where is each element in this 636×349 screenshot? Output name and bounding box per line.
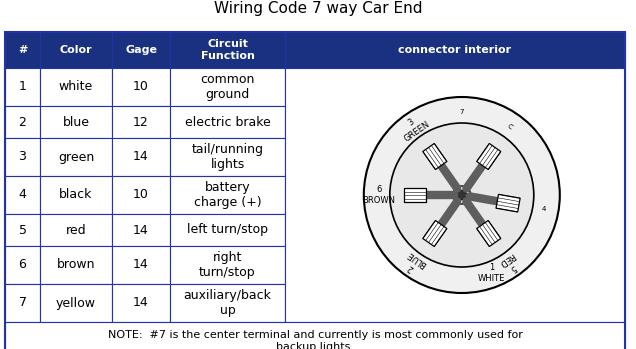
Bar bbox=[112, 176, 170, 214]
Text: 4: 4 bbox=[18, 188, 27, 201]
Bar bbox=[5, 176, 40, 214]
Text: 1: 1 bbox=[18, 81, 27, 94]
Text: 4: 4 bbox=[541, 206, 546, 213]
Bar bbox=[112, 32, 170, 68]
Text: 3
GREEN: 3 GREEN bbox=[397, 111, 432, 143]
Text: 7: 7 bbox=[460, 109, 464, 115]
Bar bbox=[285, 32, 625, 68]
Bar bbox=[5, 106, 40, 138]
Bar bbox=[170, 176, 285, 214]
Text: #: # bbox=[18, 45, 27, 55]
Bar bbox=[5, 214, 40, 246]
Text: 1
WHITE: 1 WHITE bbox=[478, 263, 506, 283]
Text: 14: 14 bbox=[133, 223, 149, 237]
Circle shape bbox=[390, 123, 534, 267]
Bar bbox=[170, 68, 285, 106]
Text: red: red bbox=[66, 223, 86, 237]
Bar bbox=[112, 246, 170, 284]
Bar bbox=[170, 138, 285, 176]
Bar bbox=[5, 138, 40, 176]
Bar bbox=[170, 246, 285, 284]
Bar bbox=[112, 68, 170, 106]
Circle shape bbox=[453, 186, 471, 204]
Text: 14: 14 bbox=[133, 150, 149, 163]
Polygon shape bbox=[477, 221, 501, 246]
Polygon shape bbox=[477, 143, 501, 170]
Text: 3: 3 bbox=[18, 150, 27, 163]
Bar bbox=[40, 68, 112, 106]
Bar bbox=[40, 284, 112, 322]
Circle shape bbox=[457, 190, 467, 200]
Bar bbox=[5, 284, 40, 322]
Text: 7: 7 bbox=[18, 297, 27, 310]
Text: Wiring Code 7 way Car End: Wiring Code 7 way Car End bbox=[214, 1, 422, 16]
Text: black: black bbox=[59, 188, 93, 201]
Bar bbox=[40, 246, 112, 284]
Bar bbox=[170, 284, 285, 322]
Text: 14: 14 bbox=[133, 259, 149, 272]
Text: electric brake: electric brake bbox=[184, 116, 270, 128]
Text: 6: 6 bbox=[18, 259, 27, 272]
Text: white: white bbox=[59, 81, 93, 94]
Circle shape bbox=[364, 97, 560, 293]
Text: yellow: yellow bbox=[56, 297, 96, 310]
Bar bbox=[5, 68, 40, 106]
Text: left turn/stop: left turn/stop bbox=[187, 223, 268, 237]
Text: brown: brown bbox=[57, 259, 95, 272]
Bar bbox=[40, 176, 112, 214]
Text: battery
charge (+): battery charge (+) bbox=[194, 181, 261, 209]
Text: 5
RED: 5 RED bbox=[497, 250, 522, 276]
Bar bbox=[170, 106, 285, 138]
Polygon shape bbox=[423, 221, 447, 246]
Polygon shape bbox=[404, 188, 425, 202]
Polygon shape bbox=[423, 143, 447, 170]
Text: tail/running
lights: tail/running lights bbox=[191, 143, 263, 171]
Bar bbox=[40, 106, 112, 138]
Bar bbox=[112, 214, 170, 246]
Text: C: C bbox=[506, 123, 513, 131]
Text: 2
BLUE: 2 BLUE bbox=[400, 249, 429, 277]
Text: 12: 12 bbox=[133, 116, 149, 128]
Text: common
ground: common ground bbox=[200, 73, 254, 101]
Bar bbox=[5, 246, 40, 284]
Text: Circuit
Function: Circuit Function bbox=[200, 39, 254, 61]
Text: auxiliary/back
up: auxiliary/back up bbox=[184, 289, 272, 317]
Text: 10: 10 bbox=[133, 81, 149, 94]
Bar bbox=[112, 284, 170, 322]
Text: 6
BROWN: 6 BROWN bbox=[363, 185, 396, 205]
Bar bbox=[285, 68, 625, 322]
Text: 14: 14 bbox=[133, 297, 149, 310]
Bar bbox=[170, 32, 285, 68]
Text: right
turn/stop: right turn/stop bbox=[199, 251, 256, 279]
Text: 2: 2 bbox=[18, 116, 27, 128]
Text: Color: Color bbox=[60, 45, 92, 55]
Polygon shape bbox=[496, 194, 520, 212]
Bar bbox=[112, 138, 170, 176]
Bar bbox=[112, 106, 170, 138]
Text: connector interior: connector interior bbox=[398, 45, 511, 55]
Bar bbox=[5, 32, 40, 68]
Bar bbox=[170, 214, 285, 246]
Text: Gage: Gage bbox=[125, 45, 157, 55]
Bar bbox=[5, 322, 625, 349]
Text: blue: blue bbox=[62, 116, 90, 128]
Bar bbox=[40, 32, 112, 68]
Bar bbox=[40, 214, 112, 246]
Text: NOTE:  #7 is the center terminal and currently is most commonly used for
backup : NOTE: #7 is the center terminal and curr… bbox=[107, 330, 522, 349]
Text: 5: 5 bbox=[18, 223, 27, 237]
Text: green: green bbox=[58, 150, 94, 163]
Bar bbox=[40, 138, 112, 176]
Text: 10: 10 bbox=[133, 188, 149, 201]
